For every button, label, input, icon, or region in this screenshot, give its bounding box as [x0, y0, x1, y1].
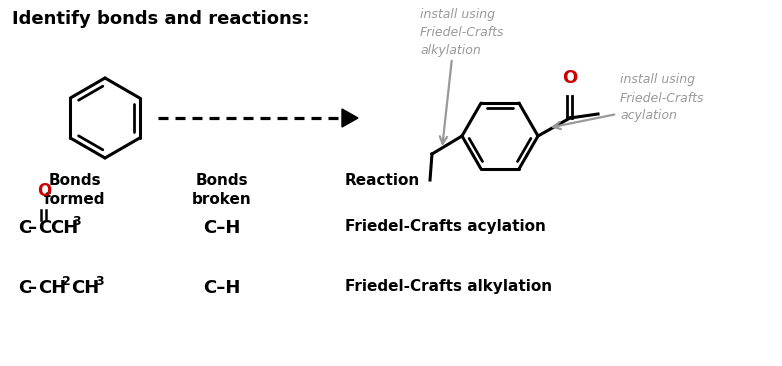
Text: 3: 3	[72, 215, 81, 228]
Text: C–H: C–H	[203, 219, 241, 237]
Text: CH: CH	[50, 219, 78, 237]
Text: Friedel-Crafts acylation: Friedel-Crafts acylation	[345, 219, 546, 234]
Text: install using
Friedel-Crafts
acylation: install using Friedel-Crafts acylation	[620, 74, 705, 123]
Text: O: O	[37, 182, 51, 200]
Text: –: –	[28, 219, 37, 237]
Text: CH: CH	[71, 279, 99, 297]
Text: C: C	[18, 279, 31, 297]
Text: C: C	[38, 219, 52, 237]
Text: Bonds
broken: Bonds broken	[192, 173, 252, 206]
Text: 3: 3	[95, 275, 104, 288]
Text: CH: CH	[38, 279, 66, 297]
Text: O: O	[562, 69, 578, 87]
Text: Friedel-Crafts alkylation: Friedel-Crafts alkylation	[345, 279, 552, 294]
Text: install using
Friedel-Crafts
alkylation: install using Friedel-Crafts alkylation	[420, 8, 504, 57]
Text: 2: 2	[62, 275, 70, 288]
Text: Reaction: Reaction	[345, 173, 420, 188]
Polygon shape	[342, 109, 358, 127]
Text: C: C	[18, 219, 31, 237]
Text: C–H: C–H	[203, 279, 241, 297]
Text: Identify bonds and reactions:: Identify bonds and reactions:	[12, 10, 310, 28]
Text: –: –	[28, 279, 37, 297]
Text: Bonds
formed: Bonds formed	[45, 173, 106, 206]
